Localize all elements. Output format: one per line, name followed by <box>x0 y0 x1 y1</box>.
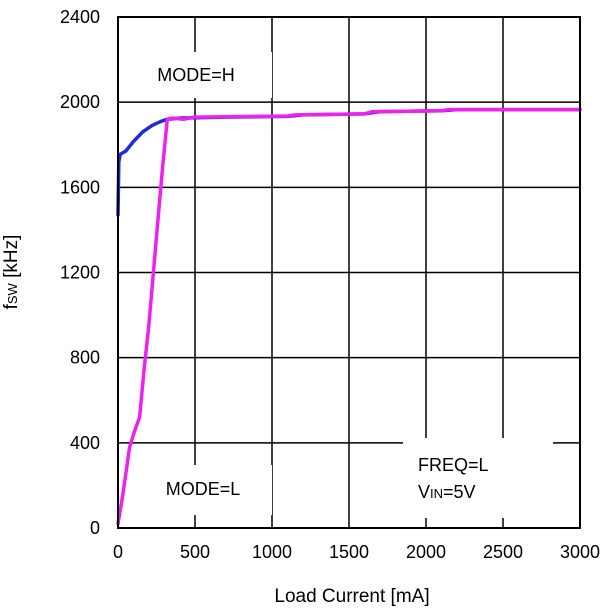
x-tick-label: 1000 <box>252 542 292 562</box>
vin-label-main: V <box>418 482 430 502</box>
x-tick-label: 500 <box>180 542 210 562</box>
x-tick-label: 3000 <box>560 542 600 562</box>
y-axis-title: fSW [kHz] <box>1 235 22 310</box>
mode-h-label-box <box>122 52 272 98</box>
y-axis-title-main: f <box>1 303 22 309</box>
y-axis-title-unit: [kHz] <box>1 235 22 284</box>
vin-label: VIN=5V <box>418 482 476 502</box>
vin-label-sub: IN <box>430 486 443 501</box>
mode-l-label: MODE=L <box>166 479 241 499</box>
y-tick-label: 800 <box>70 348 100 368</box>
y-tick-label: 1600 <box>60 177 100 197</box>
plot-frame <box>117 16 581 529</box>
x-tick-label: 2500 <box>483 542 523 562</box>
x-tick-label: 1500 <box>329 542 369 562</box>
y-tick-label: 0 <box>90 518 100 538</box>
x-axis-title: Load Current [mA] <box>274 586 429 607</box>
y-axis-title-sub: SW <box>5 282 20 304</box>
freq-label: FREQ=L <box>418 455 489 475</box>
y-tick-label: 2400 <box>60 7 100 27</box>
mode-l-label-box <box>122 465 272 515</box>
freq-label-box <box>403 438 553 518</box>
grid <box>118 17 580 528</box>
series-layer <box>116 107 582 526</box>
x-tick-label: 0 <box>113 542 123 562</box>
series-line-2 <box>116 107 582 526</box>
mode-h-label: MODE=H <box>157 65 235 85</box>
vin-label-rest: =5V <box>443 482 476 502</box>
y-tick-label: 400 <box>70 433 100 453</box>
x-tick-label: 2000 <box>406 542 446 562</box>
y-tick-label: 1200 <box>60 263 100 283</box>
tick-layer: 0 500 1000 1500 2000 2500 3000 0 400 800 1200 1600 2… <box>60 7 600 562</box>
y-tick-label: 2000 <box>60 92 100 112</box>
